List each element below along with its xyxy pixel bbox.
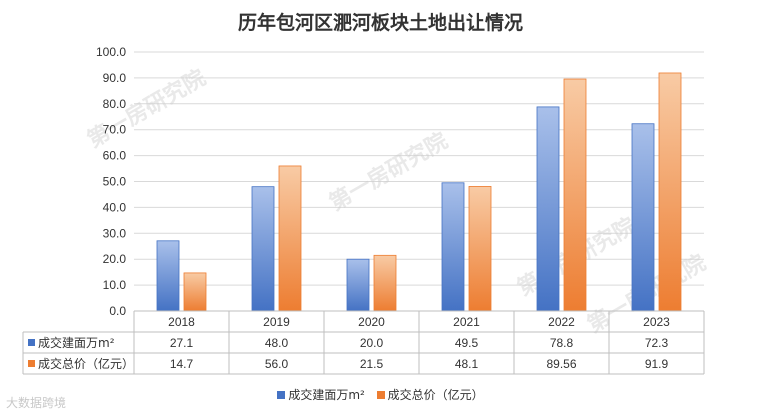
table-cell-series-1: 48.0 — [265, 336, 289, 350]
table-cell-series-2: 21.5 — [360, 357, 384, 371]
bar-series-2-2023 — [658, 72, 682, 312]
bar-series-1-2019 — [251, 186, 275, 312]
y-tick-label: 20.0 — [103, 252, 127, 266]
table-swatch-series-2 — [28, 360, 35, 367]
bar-series-2-2020 — [373, 254, 397, 312]
bar-series-2-2022 — [563, 78, 587, 312]
bar-series-1-2023 — [631, 123, 655, 312]
y-tick-label: 90.0 — [103, 71, 127, 85]
y-axis: 0.0 10.0 20.0 30.0 40.0 50.0 60.0 70.0 80.0 90.0 1… — [96, 45, 126, 318]
bar-series-2-2019 — [278, 165, 302, 312]
y-tick-label: 60.0 — [103, 149, 127, 163]
legend-swatch-series-1 — [277, 391, 286, 399]
y-tick-label: 30.0 — [103, 226, 127, 240]
bar-series-1-2020 — [346, 258, 370, 312]
table-cell-series-1: 20.0 — [360, 336, 384, 350]
bar-series-1-2018 — [156, 240, 180, 312]
gridlines — [134, 51, 704, 286]
legend-label-series-1: 成交建面万m² — [288, 388, 365, 402]
table-row-label-series-1: 成交建面万m² — [38, 335, 115, 350]
source-watermark: 大数据跨境 — [6, 396, 67, 410]
watermark-text: 第一房研究院 — [325, 128, 452, 217]
table-cell-series-2: 89.56 — [546, 357, 576, 371]
chart-title: 历年包河区淝河板块土地出让情况 — [237, 12, 523, 34]
bars — [156, 72, 682, 312]
bar-series-2-2021 — [468, 186, 492, 312]
table-cell-series-2: 14.7 — [170, 357, 194, 371]
y-tick-label: 80.0 — [103, 97, 127, 111]
table-cell-series-1: 49.5 — [455, 336, 479, 350]
x-tick-label: 2023 — [643, 315, 670, 329]
bar-series-1-2022 — [536, 106, 560, 312]
x-tick-label: 2019 — [263, 315, 290, 329]
y-tick-label: 10.0 — [103, 278, 127, 292]
table-cell-series-2: 91.9 — [645, 357, 669, 371]
table-cell-series-1: 78.8 — [550, 336, 574, 350]
table-cell-series-2: 48.1 — [455, 357, 479, 371]
y-tick-label: 70.0 — [103, 123, 127, 137]
table-swatch-series-1 — [28, 339, 35, 346]
legend-item-series-1: 成交建面万m² — [277, 386, 365, 403]
legend-item-series-2: 成交总价（亿元） — [376, 386, 484, 403]
x-tick-label: 2022 — [548, 315, 575, 329]
y-tick-label: 40.0 — [103, 200, 127, 214]
table-cell-series-2: 56.0 — [265, 357, 289, 371]
legend-label-series-2: 成交总价（亿元） — [387, 388, 484, 402]
y-tick-label: 50.0 — [103, 175, 127, 189]
table-row-label-series-2: 成交总价（亿元） — [38, 356, 134, 371]
table-cell-series-1: 72.3 — [645, 336, 669, 350]
bar-series-1-2021 — [441, 182, 465, 312]
x-tick-label: 2021 — [453, 315, 480, 329]
bar-series-2-2018 — [183, 272, 207, 312]
x-tick-label: 2018 — [168, 315, 195, 329]
table-cell-series-1: 27.1 — [170, 336, 194, 350]
x-tick-label: 2020 — [358, 315, 385, 329]
y-tick-label: 0.0 — [109, 304, 126, 318]
y-tick-label: 100.0 — [96, 45, 126, 59]
legend-swatch-series-2 — [376, 391, 385, 399]
legend: 成交建面万m² 成交总价（亿元） — [0, 386, 761, 403]
data-table: 2018 2019 2020 2021 2022 2023 成交建面万m² 27.1 48.0 2… — [22, 310, 705, 375]
